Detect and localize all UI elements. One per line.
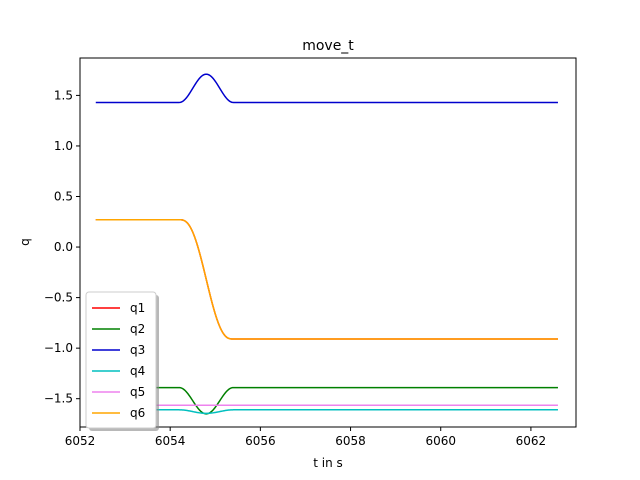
- chart-title: move_t: [302, 38, 354, 54]
- series-lines: [95, 73, 558, 415]
- legend: q1 q2 q3 q4 q5 q6: [85, 291, 159, 431]
- series-line-q2: [95, 386, 558, 415]
- x-tick-label: 6054: [155, 434, 186, 448]
- series-line-q3: [95, 73, 558, 104]
- x-axis-label: t in s: [313, 456, 343, 470]
- y-tick-label: −1.5: [44, 392, 73, 406]
- y-tick-label: 0.0: [54, 240, 73, 254]
- legend-label-q6: q6: [130, 406, 145, 420]
- x-tick-label: 6052: [65, 434, 96, 448]
- y-axis-label: q: [18, 238, 32, 246]
- plot-area: [79, 57, 577, 428]
- x-tick-label: 6056: [245, 434, 276, 448]
- y-tick-label: 1.0: [54, 139, 73, 153]
- x-tick-label: 6058: [335, 434, 366, 448]
- legend-label-q1: q1: [130, 301, 145, 315]
- x-tick-label: 6062: [516, 434, 547, 448]
- y-axis: −1.5 −1.0 −0.5 0.0 0.5 1.0 1.5: [44, 88, 80, 406]
- legend-box: [85, 291, 157, 429]
- x-axis: 6052 6054 6056 6058 6060 6062: [65, 427, 546, 448]
- y-tick-label: −1.0: [44, 341, 73, 355]
- legend-label-q3: q3: [130, 343, 145, 357]
- legend-label-q4: q4: [130, 364, 145, 378]
- series-line-q6: [95, 219, 558, 340]
- x-tick-label: 6060: [425, 434, 456, 448]
- legend-label-q5: q5: [130, 385, 145, 399]
- y-tick-label: 0.5: [54, 190, 73, 204]
- legend-label-q2: q2: [130, 322, 145, 336]
- y-tick-label: 1.5: [54, 88, 73, 102]
- y-tick-label: −0.5: [44, 291, 73, 305]
- series-line-q4: [95, 409, 558, 415]
